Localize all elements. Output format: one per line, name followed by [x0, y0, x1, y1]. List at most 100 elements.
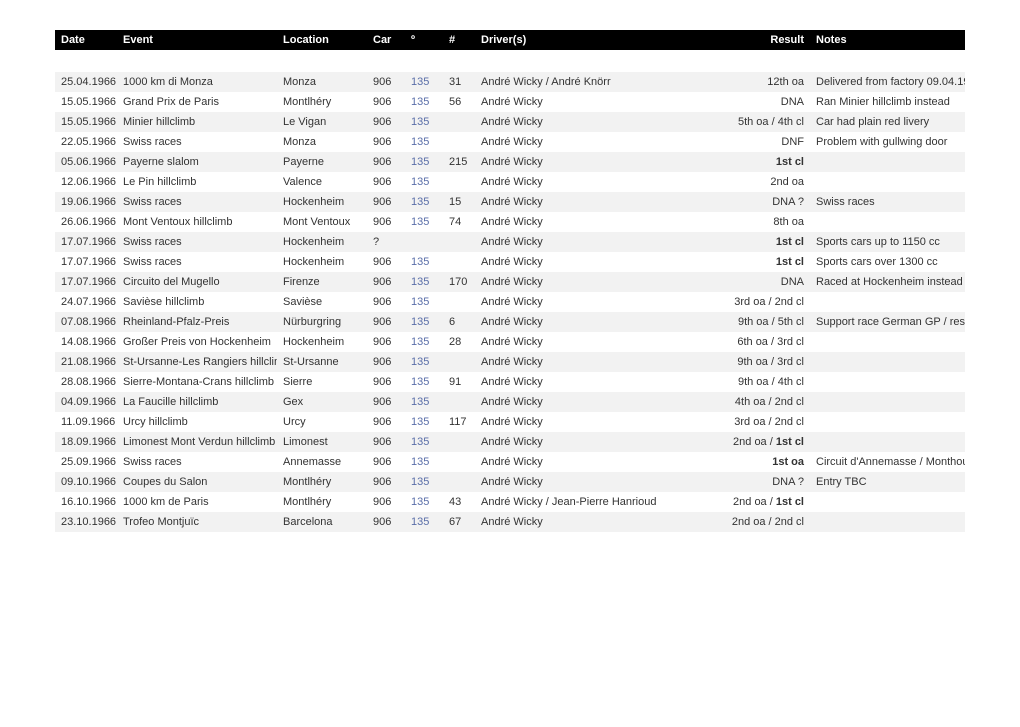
cell-event: Minier hillclimb [117, 112, 277, 132]
table-row: 28.08.1966Sierre-Montana-Crans hillclimb… [55, 372, 965, 392]
cell-notes: Car had plain red livery [810, 112, 965, 132]
table-row: 17.07.1966Swiss racesHockenheim906135And… [55, 252, 965, 272]
deg-link[interactable]: 135 [411, 76, 429, 88]
cell-location: Hockenheim [277, 252, 367, 272]
cell-drivers: André Wicky [475, 352, 720, 372]
cell-event: Rheinland-Pfalz-Preis [117, 312, 277, 332]
cell-result: 2nd oa [720, 172, 810, 192]
cell-num [443, 132, 475, 152]
cell-car: 906 [367, 412, 405, 432]
cell-notes: Sports cars over 1300 cc [810, 252, 965, 272]
cell-notes [810, 432, 965, 452]
deg-link[interactable]: 135 [411, 516, 429, 528]
table-row: 07.08.1966Rheinland-Pfalz-PreisNürburgri… [55, 312, 965, 332]
cell-notes [810, 392, 965, 412]
cell-result: 9th oa / 4th cl [720, 372, 810, 392]
column-header: # [443, 30, 475, 50]
cell-event: Coupes du Salon [117, 472, 277, 492]
cell-car: 906 [367, 252, 405, 272]
cell-event: Swiss races [117, 232, 277, 252]
cell-deg: 135 [405, 252, 443, 272]
deg-link[interactable]: 135 [411, 136, 429, 148]
cell-date: 25.04.1966 [55, 72, 117, 92]
table-row: 05.06.1966Payerne slalomPayerne906135215… [55, 152, 965, 172]
cell-deg: 135 [405, 332, 443, 352]
cell-date: 22.05.1966 [55, 132, 117, 152]
cell-deg: 135 [405, 372, 443, 392]
deg-link[interactable]: 135 [411, 396, 429, 408]
cell-result: 9th oa / 3rd cl [720, 352, 810, 372]
deg-link[interactable]: 135 [411, 256, 429, 268]
cell-deg: 135 [405, 152, 443, 172]
cell-result: 3rd oa / 2nd cl [720, 412, 810, 432]
deg-link[interactable]: 135 [411, 336, 429, 348]
deg-link[interactable]: 135 [411, 476, 429, 488]
cell-num: 56 [443, 92, 475, 112]
cell-event: Großer Preis von Hockenheim [117, 332, 277, 352]
table-row: 14.08.1966Großer Preis von HockenheimHoc… [55, 332, 965, 352]
cell-event: Circuito del Mugello [117, 272, 277, 292]
cell-result: 2nd oa / 1st cl [720, 432, 810, 452]
cell-date: 16.10.1966 [55, 492, 117, 512]
cell-deg: 135 [405, 192, 443, 212]
cell-location: Urcy [277, 412, 367, 432]
cell-notes [810, 212, 965, 232]
cell-event: Le Pin hillclimb [117, 172, 277, 192]
cell-drivers: André Wicky [475, 252, 720, 272]
deg-link[interactable]: 135 [411, 296, 429, 308]
deg-link[interactable]: 135 [411, 196, 429, 208]
deg-link[interactable]: 135 [411, 496, 429, 508]
cell-date: 19.06.1966 [55, 192, 117, 212]
cell-date: 21.08.1966 [55, 352, 117, 372]
deg-link[interactable]: 135 [411, 356, 429, 368]
deg-link[interactable]: 135 [411, 276, 429, 288]
cell-date: 26.06.1966 [55, 212, 117, 232]
cell-deg: 135 [405, 472, 443, 492]
deg-link[interactable]: 135 [411, 376, 429, 388]
cell-location: Gex [277, 392, 367, 412]
deg-link[interactable]: 135 [411, 316, 429, 328]
deg-link[interactable]: 135 [411, 116, 429, 128]
cell-result: 1st cl [720, 152, 810, 172]
table-row: 22.05.1966Swiss racesMonza906135André Wi… [55, 132, 965, 152]
cell-notes: Sports cars up to 1150 cc [810, 232, 965, 252]
cell-event: Grand Prix de Paris [117, 92, 277, 112]
cell-num: 67 [443, 512, 475, 532]
table-row: 15.05.1966Grand Prix de ParisMontlhéry90… [55, 92, 965, 112]
cell-location: Montlhéry [277, 92, 367, 112]
cell-car: 906 [367, 312, 405, 332]
cell-location: Payerne [277, 152, 367, 172]
cell-drivers: André Wicky [475, 172, 720, 192]
cell-car: 906 [367, 292, 405, 312]
deg-link[interactable]: 135 [411, 416, 429, 428]
deg-link[interactable]: 135 [411, 176, 429, 188]
cell-deg: 135 [405, 72, 443, 92]
table-row: 12.06.1966Le Pin hillclimbValence906135A… [55, 172, 965, 192]
cell-car: 906 [367, 332, 405, 352]
cell-drivers: André Wicky [475, 332, 720, 352]
cell-drivers: André Wicky [475, 292, 720, 312]
cell-date: 15.05.1966 [55, 112, 117, 132]
cell-car: 906 [367, 492, 405, 512]
cell-notes: Support race German GP / result TBC [810, 312, 965, 332]
deg-link[interactable]: 135 [411, 216, 429, 228]
deg-link[interactable]: 135 [411, 96, 429, 108]
table-row: 23.10.1966Trofeo MontjuïcBarcelona906135… [55, 512, 965, 532]
cell-notes: Circuit d'Annemasse / Monthoux [810, 452, 965, 472]
cell-deg: 135 [405, 112, 443, 132]
cell-deg: 135 [405, 312, 443, 332]
cell-result: 6th oa / 3rd cl [720, 332, 810, 352]
deg-link[interactable]: 135 [411, 456, 429, 468]
cell-notes [810, 292, 965, 312]
cell-event: Mont Ventoux hillclimb [117, 212, 277, 232]
cell-car: 906 [367, 352, 405, 372]
cell-event: St-Ursanne-Les Rangiers hillclimb [117, 352, 277, 372]
cell-drivers: André Wicky [475, 372, 720, 392]
cell-num: 28 [443, 332, 475, 352]
cell-result: DNA [720, 92, 810, 112]
cell-car: 906 [367, 92, 405, 112]
cell-num: 74 [443, 212, 475, 232]
cell-drivers: André Wicky [475, 132, 720, 152]
deg-link[interactable]: 135 [411, 436, 429, 448]
deg-link[interactable]: 135 [411, 156, 429, 168]
